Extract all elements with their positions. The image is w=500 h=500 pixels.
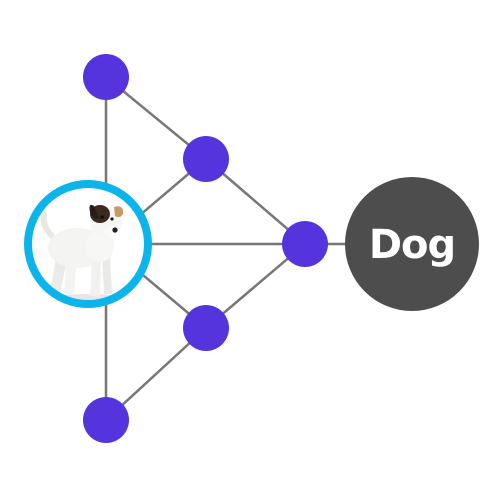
node-right bbox=[282, 221, 328, 267]
output-node-circle bbox=[345, 177, 479, 311]
node-top bbox=[83, 54, 129, 100]
node-lower-middle bbox=[183, 305, 229, 351]
output-label: Dog bbox=[369, 222, 455, 268]
node-upper-middle bbox=[183, 136, 229, 182]
node-bottom bbox=[83, 397, 129, 443]
input-node-ring bbox=[24, 180, 152, 308]
output-node: Dog bbox=[345, 177, 479, 311]
input-node bbox=[24, 180, 152, 308]
network-nodes bbox=[83, 54, 328, 443]
